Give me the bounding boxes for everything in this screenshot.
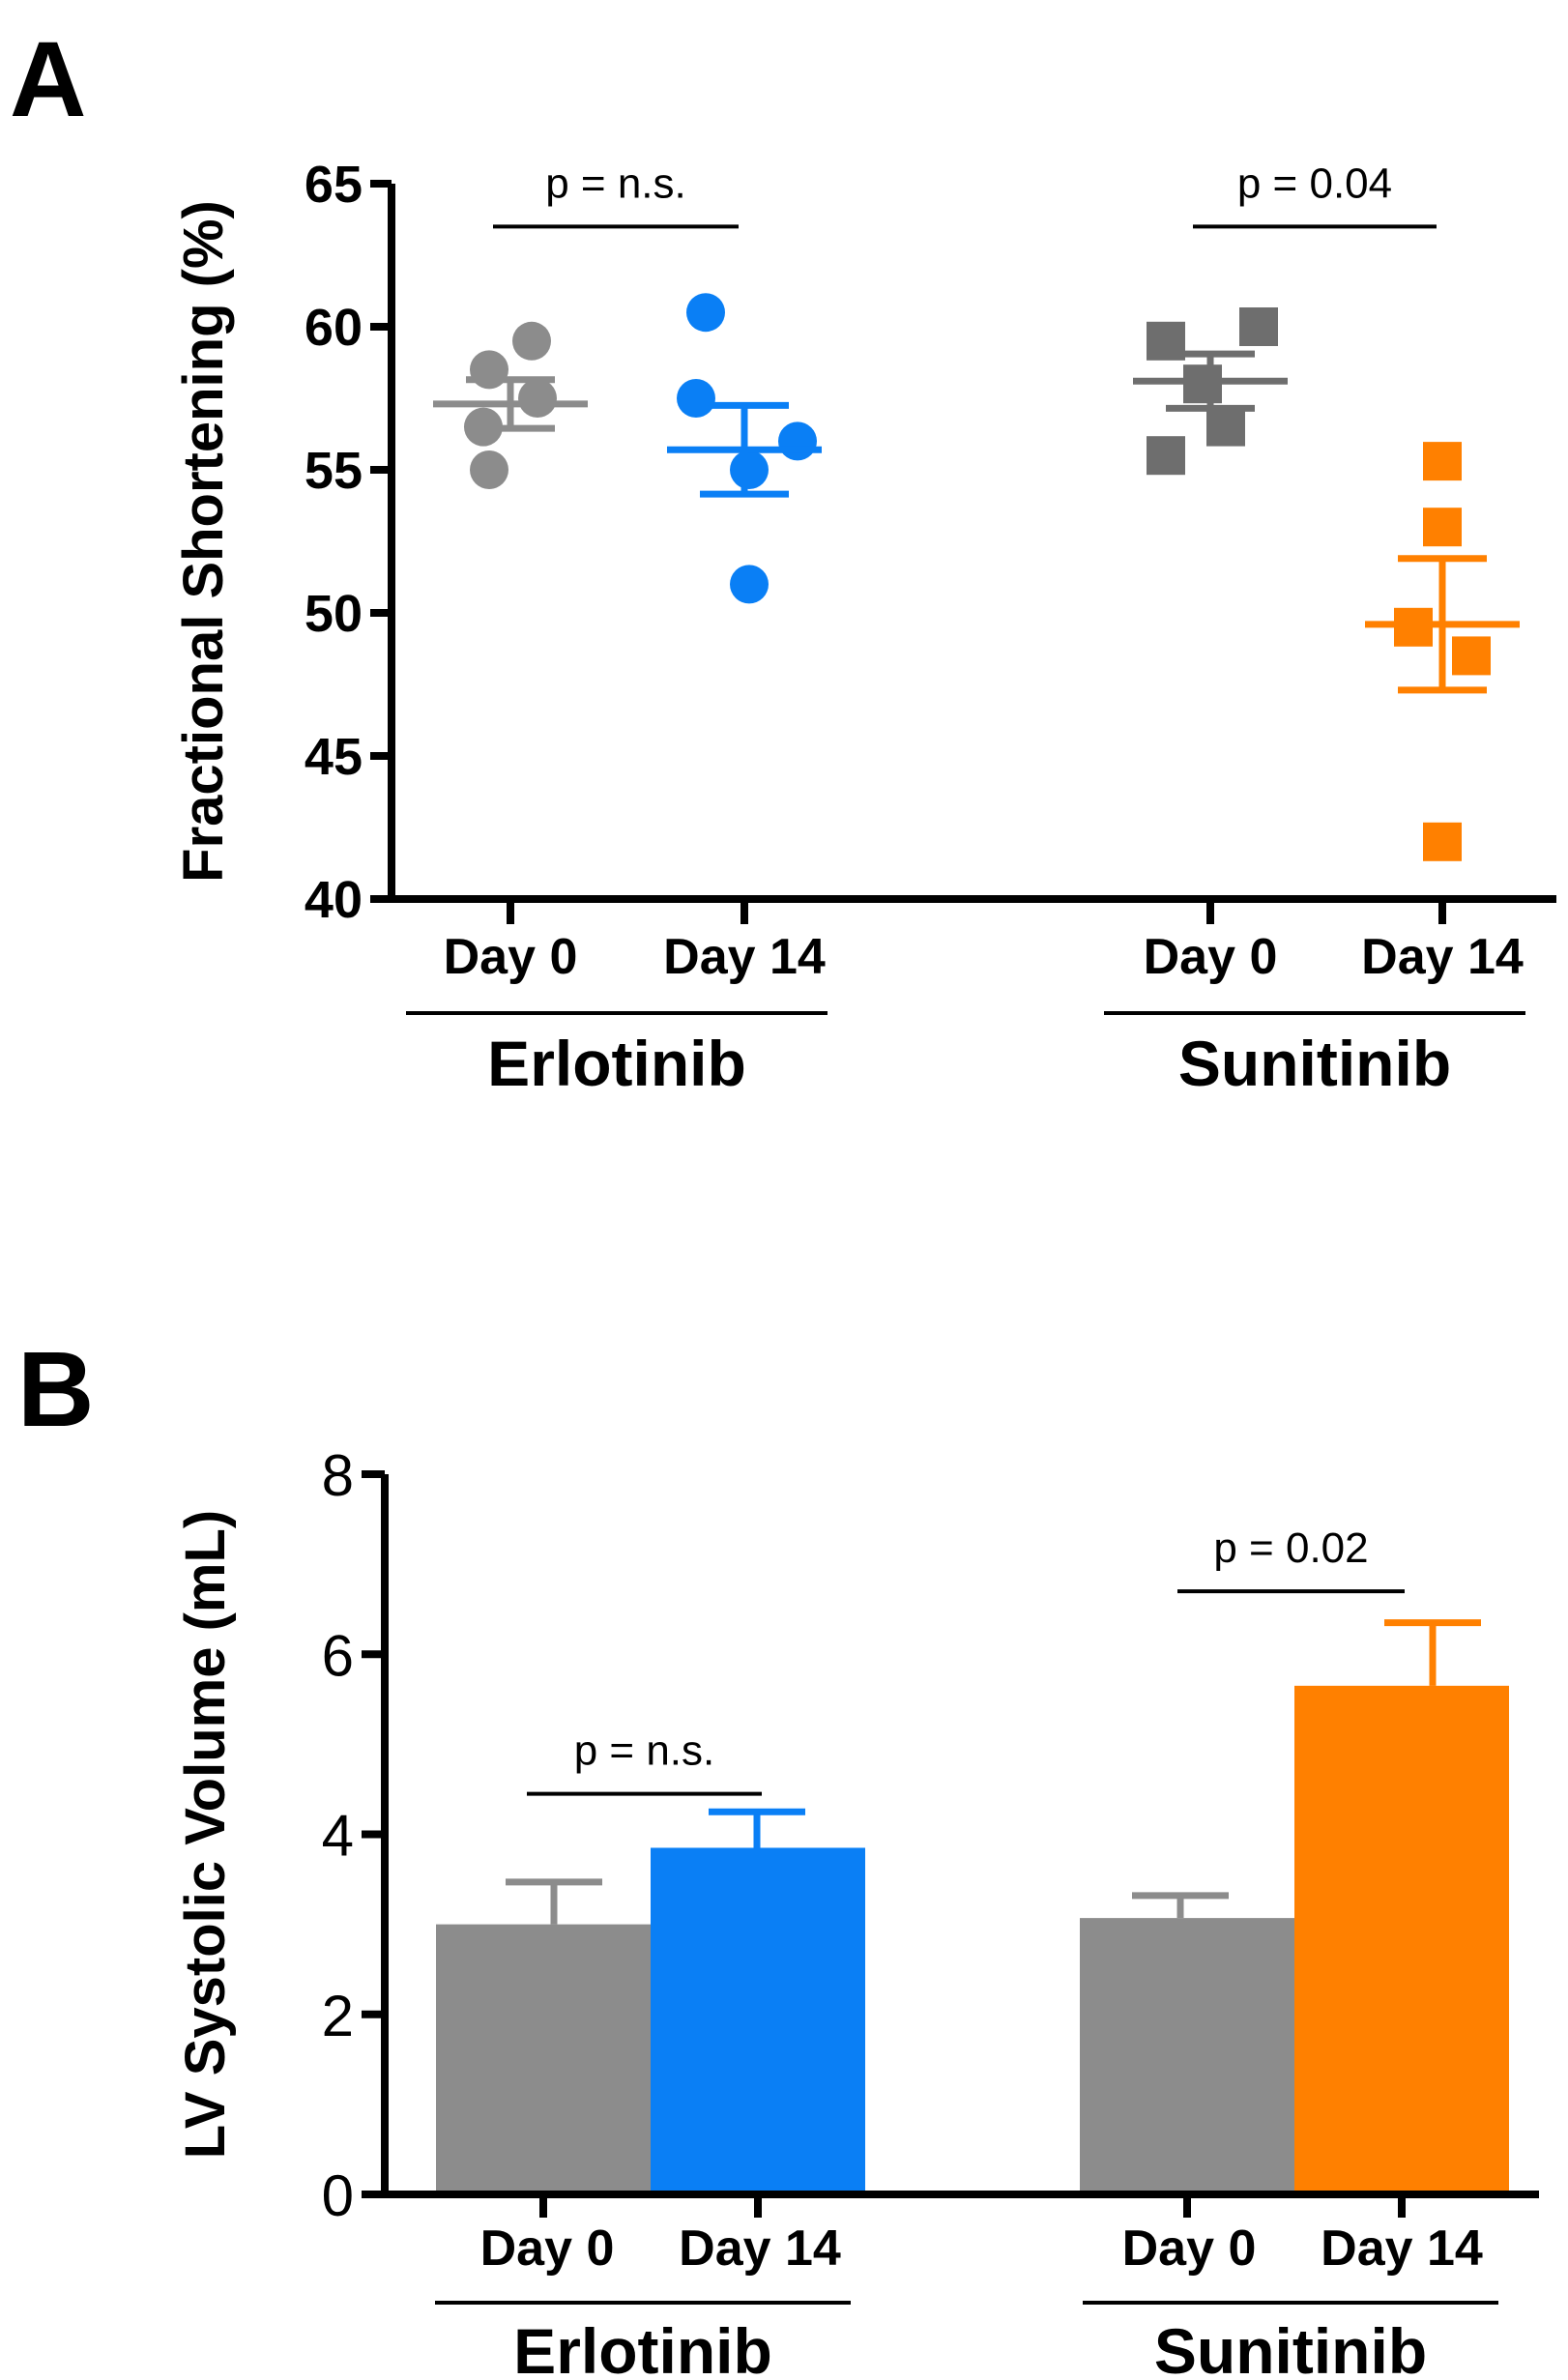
y-tick-label: 2 bbox=[322, 1984, 354, 2048]
panel-a-chart: 40 45 50 55 60 65 Fractional Shortening (%) Day… bbox=[172, 156, 1556, 1099]
data-point bbox=[470, 450, 508, 489]
p-value-label: p = n.s. bbox=[574, 1727, 715, 1775]
y-tick-label: 65 bbox=[305, 156, 363, 214]
group-label: Sunitinib bbox=[1178, 1028, 1451, 1099]
y-tick-label: 8 bbox=[322, 1443, 354, 1508]
x-category-label: Day 0 bbox=[444, 929, 578, 985]
y-tick-label: 40 bbox=[305, 871, 363, 929]
x-category-label: Day 0 bbox=[480, 2220, 615, 2277]
y-tick-label: 50 bbox=[305, 585, 363, 643]
group-label: Erlotinib bbox=[487, 1028, 746, 1099]
p-value-label: p = n.s. bbox=[545, 160, 686, 207]
y-axis-title: LV Systolic Volume (mL) bbox=[174, 1510, 237, 2159]
data-point bbox=[1423, 508, 1462, 547]
data-point bbox=[512, 321, 551, 361]
group-label: Erlotinib bbox=[513, 2315, 772, 2380]
data-point bbox=[1147, 436, 1185, 476]
y-tick-label: 0 bbox=[322, 2163, 354, 2228]
bar bbox=[436, 1924, 651, 2194]
panel-b-letter: B bbox=[17, 1330, 94, 1449]
data-point bbox=[1423, 442, 1462, 481]
group-label: Sunitinib bbox=[1154, 2315, 1427, 2380]
data-point bbox=[686, 293, 725, 333]
bar bbox=[651, 1847, 865, 2194]
p-value-label: p = 0.02 bbox=[1213, 1524, 1368, 1572]
x-category-label: Day 0 bbox=[1122, 2220, 1257, 2277]
data-point bbox=[1423, 822, 1462, 861]
y-tick-label: 60 bbox=[305, 299, 363, 357]
x-category-label: Day 14 bbox=[679, 2220, 841, 2277]
panel-a-letter: A bbox=[10, 20, 86, 139]
x-category-label: Day 0 bbox=[1144, 929, 1278, 985]
data-point bbox=[730, 565, 769, 604]
bar bbox=[1294, 1685, 1509, 2194]
y-tick-label: 45 bbox=[305, 728, 363, 786]
x-category-label: Day 14 bbox=[663, 929, 826, 985]
y-tick-label: 55 bbox=[305, 442, 363, 500]
y-tick-label: 6 bbox=[322, 1623, 354, 1688]
data-point bbox=[518, 379, 557, 418]
y-axis-title: Fractional Shortening (%) bbox=[172, 200, 235, 883]
data-point bbox=[1239, 307, 1278, 346]
data-point bbox=[470, 350, 508, 390]
bar bbox=[1080, 1918, 1294, 2194]
x-category-label: Day 14 bbox=[1361, 929, 1524, 985]
data-point bbox=[1206, 407, 1245, 447]
panel-b-chart: 0 2 4 6 8 LV Systolic Volume (mL) Day 0 Day 14 D… bbox=[174, 1443, 1539, 2380]
x-category-label: Day 14 bbox=[1321, 2220, 1483, 2277]
p-value-label: p = 0.04 bbox=[1237, 160, 1392, 207]
data-point bbox=[778, 421, 817, 461]
y-tick-label: 4 bbox=[322, 1804, 354, 1869]
data-point bbox=[730, 450, 769, 489]
data-point bbox=[1452, 636, 1491, 676]
data-point bbox=[677, 379, 715, 418]
